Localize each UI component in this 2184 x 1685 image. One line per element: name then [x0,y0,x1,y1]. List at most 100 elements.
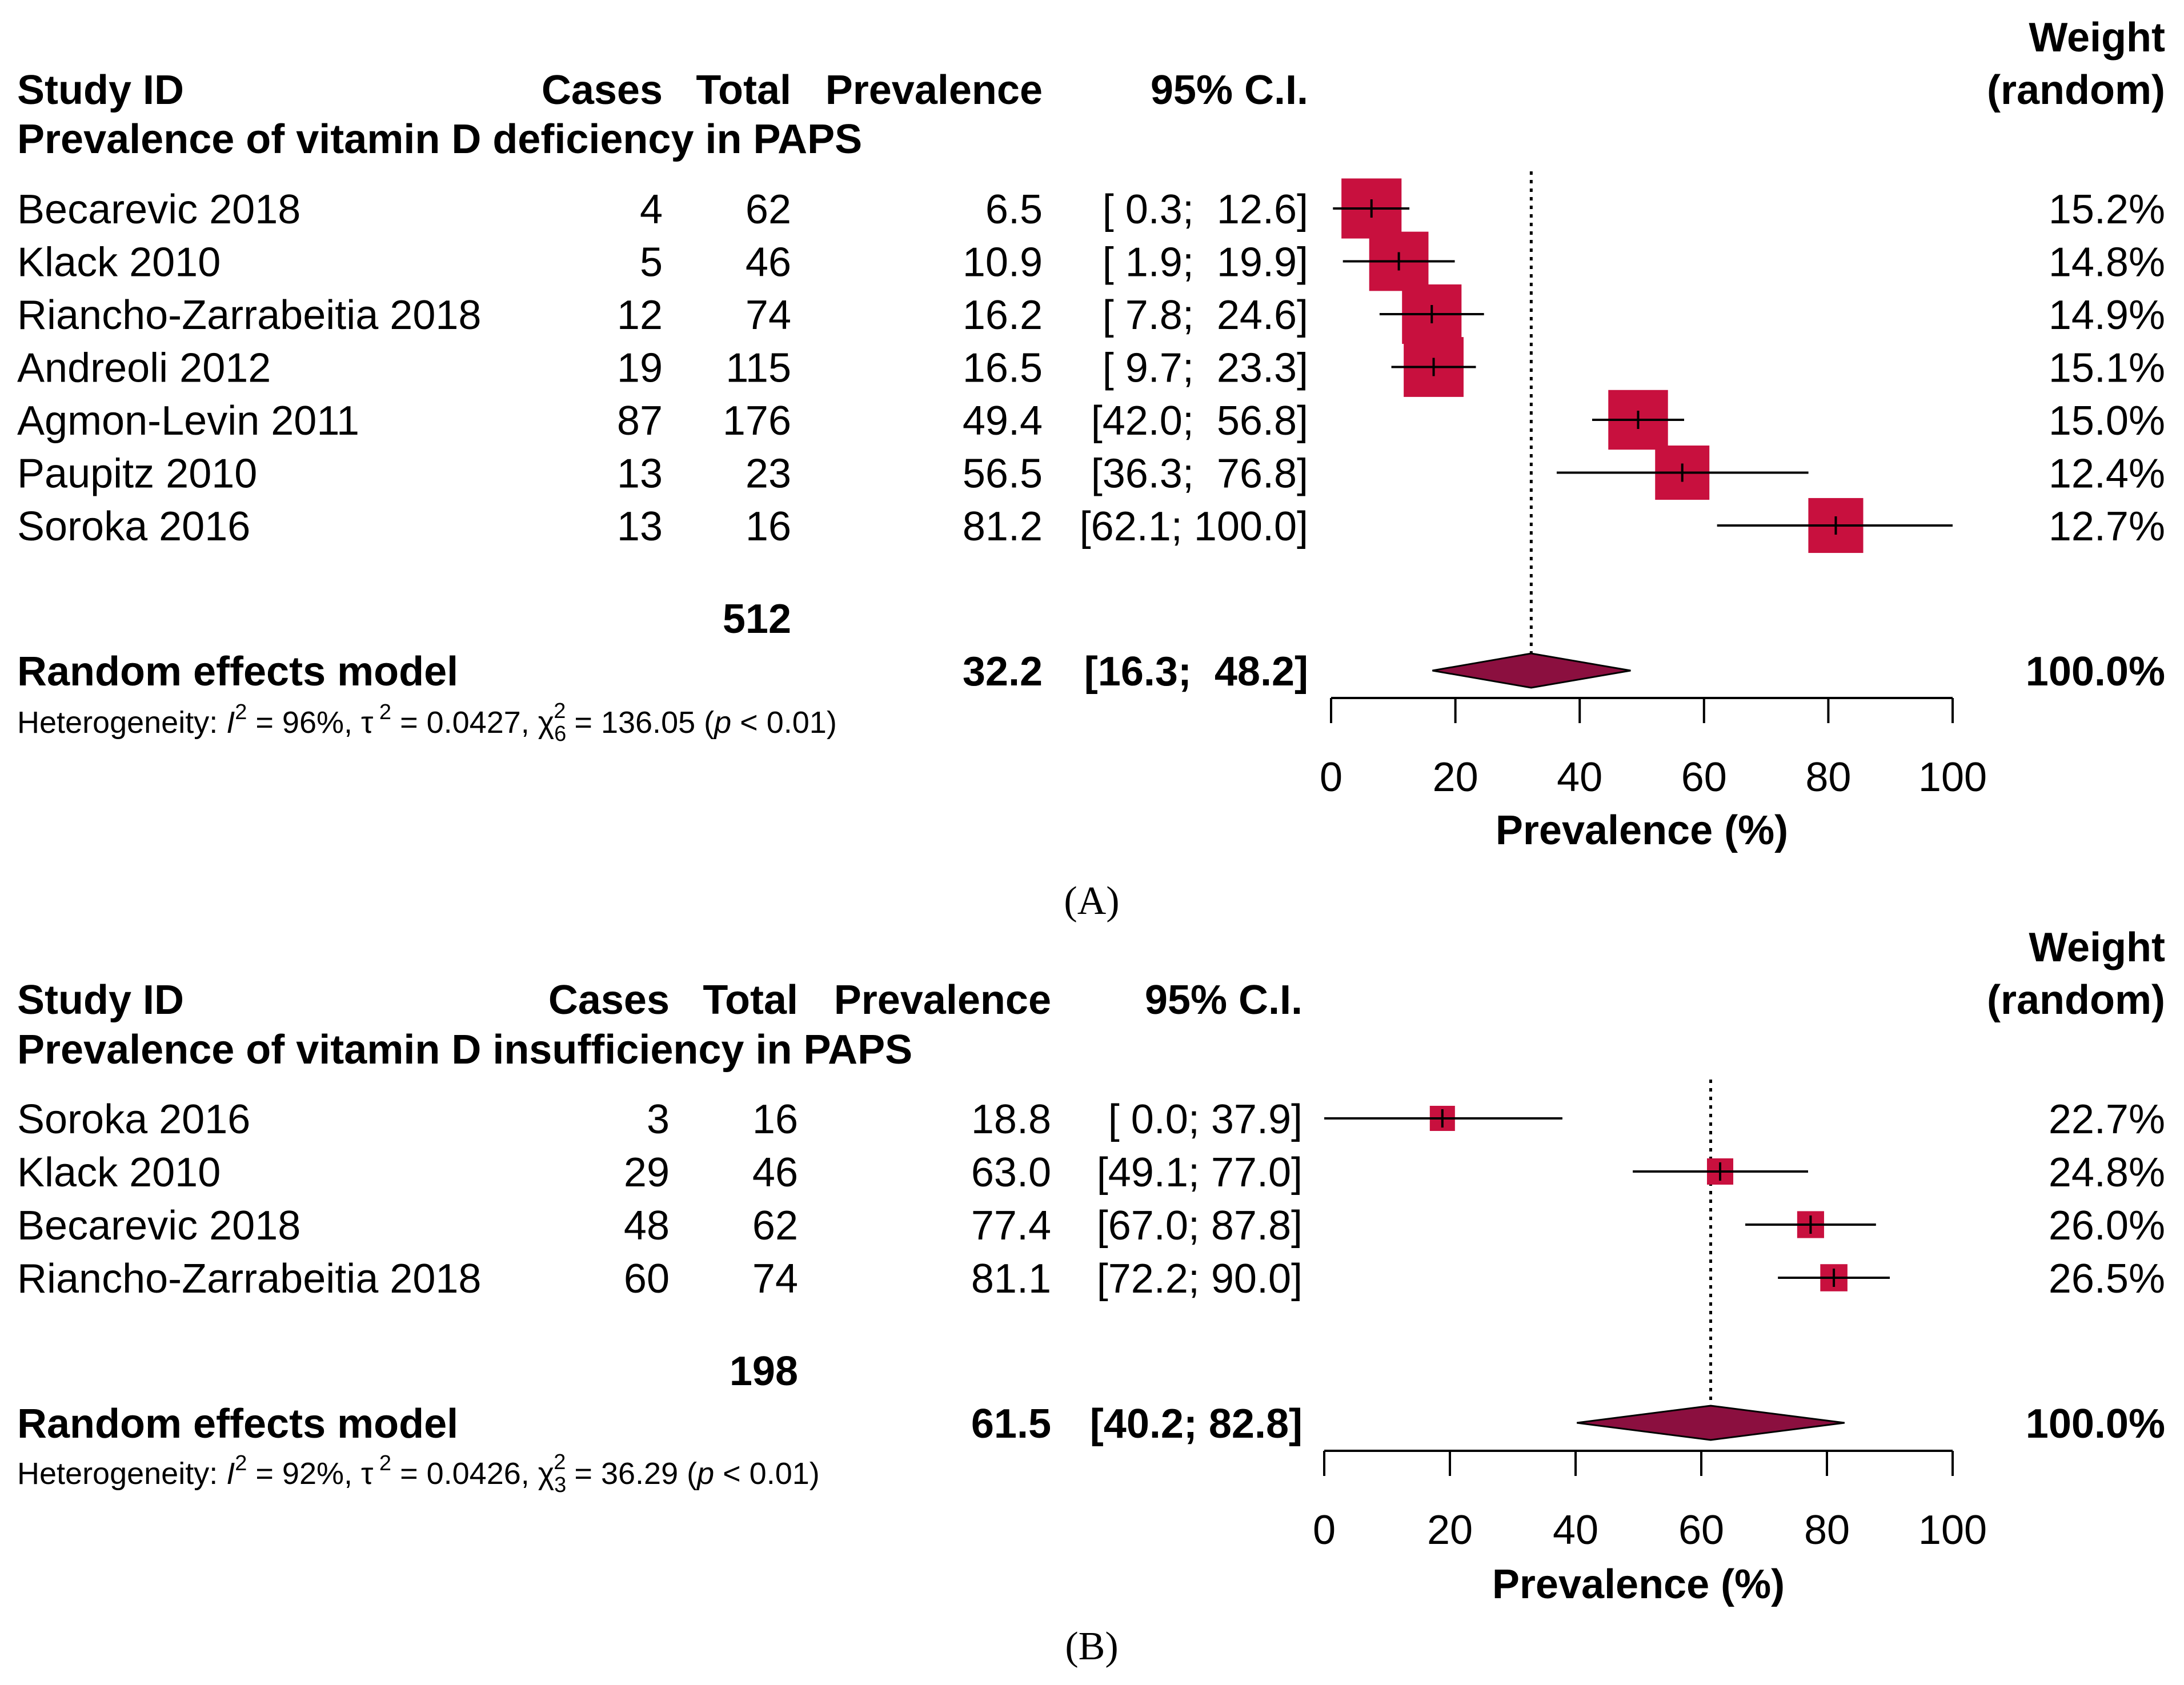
study-cases: 4 [640,187,663,232]
x-axis-label: Prevalence (%) [1492,1562,1785,1607]
het-i: I [226,705,235,740]
study-total: 115 [726,346,791,391]
study-total: 46 [746,240,791,286]
header-weight: Weight [2029,925,2165,970]
study-ci: [67.0; 87.8] [1097,1203,1303,1249]
header-study-id: Study ID [17,977,184,1023]
study-total: 46 [752,1150,798,1195]
het-i-sup: 2 [235,700,247,724]
study-weight: 22.7% [2049,1097,2165,1142]
study-name: Andreoli 2012 [17,346,271,391]
het-chi-sub: 3 [554,1473,566,1497]
study-total: 62 [752,1203,798,1249]
x-axis-tick-label: 100 [1918,755,1987,800]
study-weight: 26.0% [2049,1203,2165,1249]
panel-caption: (A) [1064,879,1119,923]
heterogeneity-text: Heterogeneity: I2 = 92%, τ 2 = 0.0426, χ… [17,1450,820,1497]
x-axis-tick-label: 20 [1433,755,1478,800]
study-total: 62 [746,187,791,232]
het-p-value: < 0.01) [714,1457,820,1491]
het-chi: χ [538,705,554,740]
study-prevalence: 56.5 [963,451,1043,497]
header-total: Total [703,977,798,1023]
study-weight: 15.2% [2049,187,2165,232]
study-prevalence: 63.0 [971,1150,1051,1195]
x-axis-tick-label: 0 [1320,755,1343,800]
study-weight: 12.7% [2049,504,2165,549]
x-axis-tick-label: 100 [1918,1507,1987,1553]
study-ci: [ 1.9; 19.9] [1103,240,1308,286]
study-prevalence: 77.4 [971,1203,1051,1249]
study-total: 74 [752,1256,798,1302]
study-prevalence: 81.2 [963,504,1043,549]
x-axis-label: Prevalence (%) [1496,808,1788,853]
pooled-ci: [16.3; 48.2] [1084,649,1308,695]
het-tau: τ [361,1457,373,1491]
study-prevalence: 6.5 [985,187,1043,232]
study-weight: 26.5% [2049,1256,2165,1302]
study-prevalence: 18.8 [971,1097,1051,1142]
header-weight-random: (random) [1987,977,2165,1023]
study-name: Becarevic 2018 [17,1203,300,1249]
header-prevalence: Prevalence [825,67,1043,113]
het-i: I [226,1457,235,1491]
study-name: Agmon-Levin 2011 [17,398,359,444]
pooled-prevalence: 32.2 [963,649,1043,695]
pooled-diamond [1577,1405,1845,1441]
het-p: p [696,1457,714,1491]
pooled-ci: [40.2; 82.8] [1090,1401,1303,1447]
study-prevalence: 10.9 [963,240,1043,286]
het-tau-value: = 0.0427, [391,705,538,740]
het-chi-value: = 136.05 ( [566,705,714,740]
het-tau-sup: 2 [373,700,391,724]
header-study-id: Study ID [17,67,184,113]
panel-caption: (B) [1065,1624,1118,1668]
study-total: 16 [746,504,791,549]
header-cases: Cases [542,67,663,113]
het-chi: χ [538,1457,554,1491]
het-chi-sub: 6 [554,722,566,746]
study-cases: 19 [617,346,663,391]
study-ci: [ 7.8; 24.6] [1103,292,1308,338]
study-ci: [62.1; 100.0] [1080,504,1308,549]
study-cases: 5 [640,240,663,286]
study-cases: 13 [617,504,663,549]
header-ci: 95% C.I. [1151,67,1308,113]
study-total: 16 [752,1097,798,1142]
study-prevalence: 16.5 [963,346,1043,391]
heterogeneity-text: Heterogeneity: I2 = 96%, τ 2 = 0.0427, χ… [17,699,837,746]
study-weight: 14.8% [2049,240,2165,286]
header-total: Total [696,67,791,113]
het-chi-sup: 2 [554,699,566,723]
x-axis-tick-label: 80 [1805,755,1851,800]
het-i-sup: 2 [235,1451,247,1475]
pooled-diamond [1432,652,1631,689]
het-chi-sup: 2 [554,1450,566,1474]
header-weight-random: (random) [1987,67,2165,113]
study-ci: [49.1; 77.0] [1097,1150,1303,1195]
study-name: Soroka 2016 [17,1097,250,1142]
het-i2-value: = 96%, [247,705,361,740]
subgroup-title: Prevalence of vitamin D deficiency in PA… [17,117,862,162]
study-cases: 48 [624,1203,670,1249]
study-name: Riancho-Zarrabeitia 2018 [17,1256,481,1302]
study-name: Klack 2010 [17,240,221,286]
study-weight: 12.4% [2049,451,2165,497]
het-tau-value: = 0.0426, [391,1457,538,1491]
header-weight: Weight [2029,15,2165,61]
x-axis-tick-label: 60 [1678,1507,1724,1553]
study-name: Paupitz 2010 [17,451,257,497]
study-prevalence: 16.2 [963,292,1043,338]
study-cases: 87 [617,398,663,444]
study-total: 23 [746,451,791,497]
study-prevalence: 49.4 [963,398,1043,444]
study-name: Becarevic 2018 [17,187,300,232]
study-ci: [36.3; 76.8] [1091,451,1308,497]
study-ci: [ 0.0; 37.9] [1108,1097,1303,1142]
x-axis-tick-label: 60 [1681,755,1727,800]
study-ci: [ 9.7; 23.3] [1103,346,1308,391]
study-name: Klack 2010 [17,1150,221,1195]
study-cases: 13 [617,451,663,497]
header-ci: 95% C.I. [1145,977,1303,1023]
